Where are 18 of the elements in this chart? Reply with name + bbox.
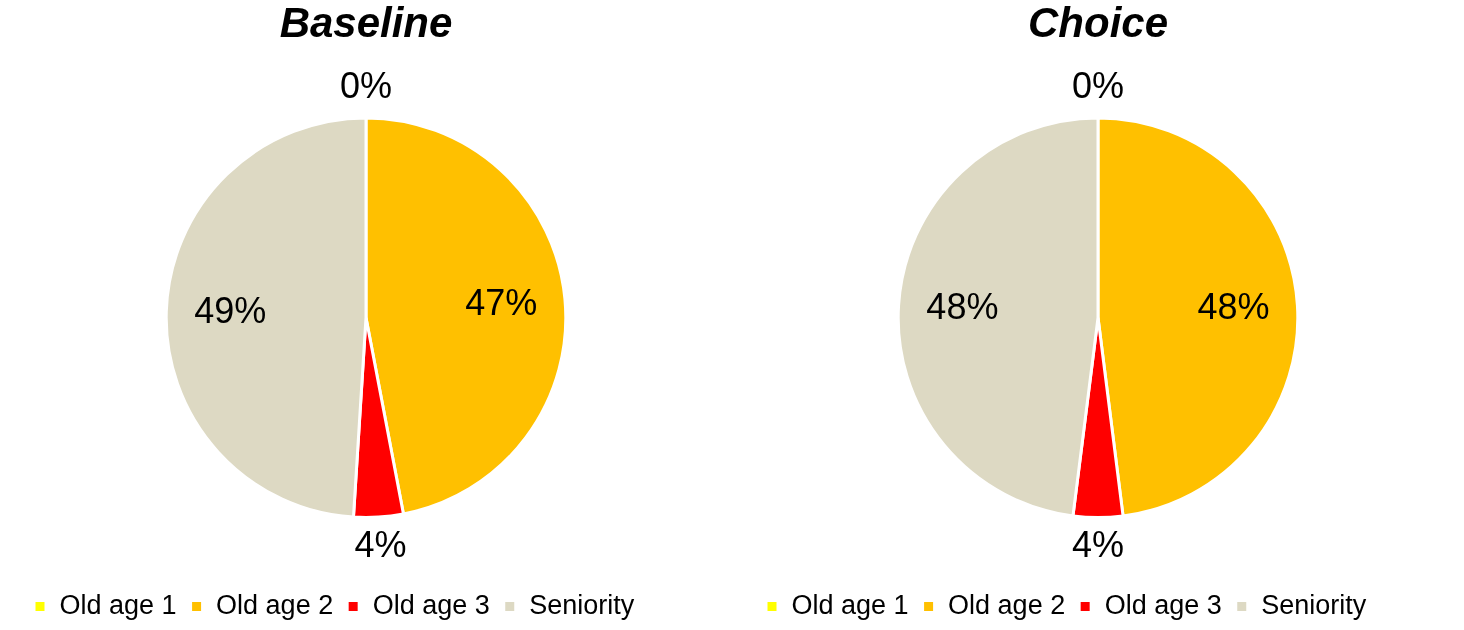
legend-label: Old age 3 [372, 589, 490, 620]
legend-label: Old age 2 [948, 589, 1066, 620]
legend-label: Old age 3 [1104, 589, 1222, 620]
data-label: 47% [465, 281, 538, 323]
data-label: 4% [1071, 524, 1125, 566]
chart-title: Choice [1027, 0, 1169, 46]
data-label: 48% [1197, 286, 1270, 328]
data-label: 49% [194, 290, 267, 332]
text: 0% [339, 64, 393, 106]
legend-label: Seniority [1261, 589, 1367, 620]
legend-label: Old age 2 [216, 589, 334, 620]
legend-label: Seniority [529, 589, 635, 620]
text: 0% [1071, 64, 1125, 106]
legend-label: Old age 1 [791, 589, 909, 620]
legend-label: Old age 1 [59, 589, 177, 620]
data-label: 48% [926, 286, 999, 328]
data-label: 4% [354, 523, 407, 565]
chart-title: Baseline [279, 0, 453, 46]
